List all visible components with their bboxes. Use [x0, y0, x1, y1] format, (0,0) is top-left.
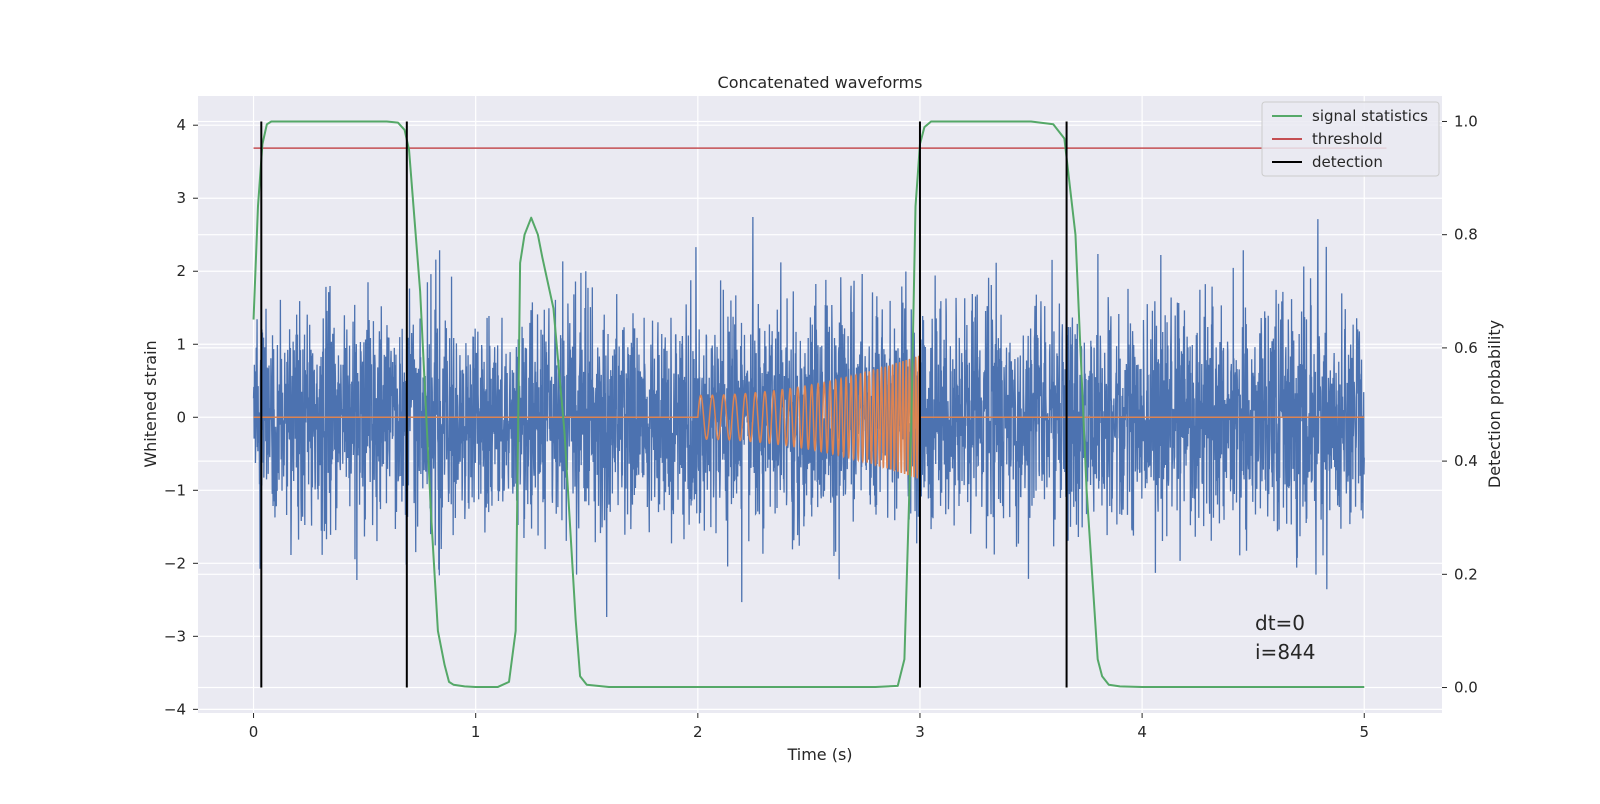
- annotation-index: i=844: [1255, 640, 1316, 664]
- x-tick-label-0: 0: [249, 723, 259, 741]
- x-tick-label-3: 3: [915, 723, 925, 741]
- axis-layer: 0 1 2 3 4 5 −4 −3 −2 −1 0 1 2 3 4 0.0 0.2 0.4 0.6 0.8 1.0: [164, 112, 1478, 741]
- legend-box: [1261, 101, 1440, 177]
- x-tick-label-5: 5: [1359, 723, 1369, 741]
- y-left-tick-label-0: −4: [164, 700, 186, 718]
- signal-statistics-line: [252, 120, 1365, 688]
- legend-label-signal-statistics: signal statistics: [1312, 107, 1428, 125]
- x-tick-label-4: 4: [1137, 723, 1147, 741]
- y-left-tick-label-4: 0: [176, 408, 186, 426]
- y-right-tick-label-4: 0.8: [1454, 226, 1478, 244]
- y-left-tick-label-6: 2: [176, 262, 186, 280]
- legend-label-threshold: threshold: [1312, 130, 1383, 148]
- annotation-dt: dt=0: [1255, 611, 1305, 635]
- y-right-tick-label-2: 0.4: [1454, 452, 1478, 470]
- x-axis-title: Time (s): [786, 745, 852, 764]
- y-right-tick-label-3: 0.6: [1454, 339, 1478, 357]
- y-left-tick-label-1: −3: [164, 627, 186, 645]
- y-right-tick-label-1: 0.2: [1454, 565, 1478, 583]
- x-tick-label-1: 1: [471, 723, 481, 741]
- chart-title: Concatenated waveforms: [718, 73, 923, 92]
- y-axis-title-left: Whitened strain: [141, 340, 160, 467]
- data-layer: [252, 120, 1387, 688]
- legend: signal statistics threshold detection: [1261, 101, 1440, 177]
- y-left-tick-label-7: 3: [176, 189, 186, 207]
- y-right-tick-label-0: 0.0: [1454, 679, 1478, 697]
- y-right-tick-label-5: 1.0: [1454, 112, 1478, 130]
- y-left-tick-label-8: 4: [176, 116, 186, 134]
- legend-label-detection: detection: [1312, 153, 1383, 171]
- x-tick-label-2: 2: [693, 723, 703, 741]
- y-left-tick-label-2: −2: [164, 554, 186, 572]
- template-chirp-line: [253, 355, 1365, 479]
- y-left-tick-label-5: 1: [176, 335, 186, 353]
- y-left-tick-label-3: −1: [164, 481, 186, 499]
- y-axis-title-right: Detection probability: [1485, 320, 1504, 488]
